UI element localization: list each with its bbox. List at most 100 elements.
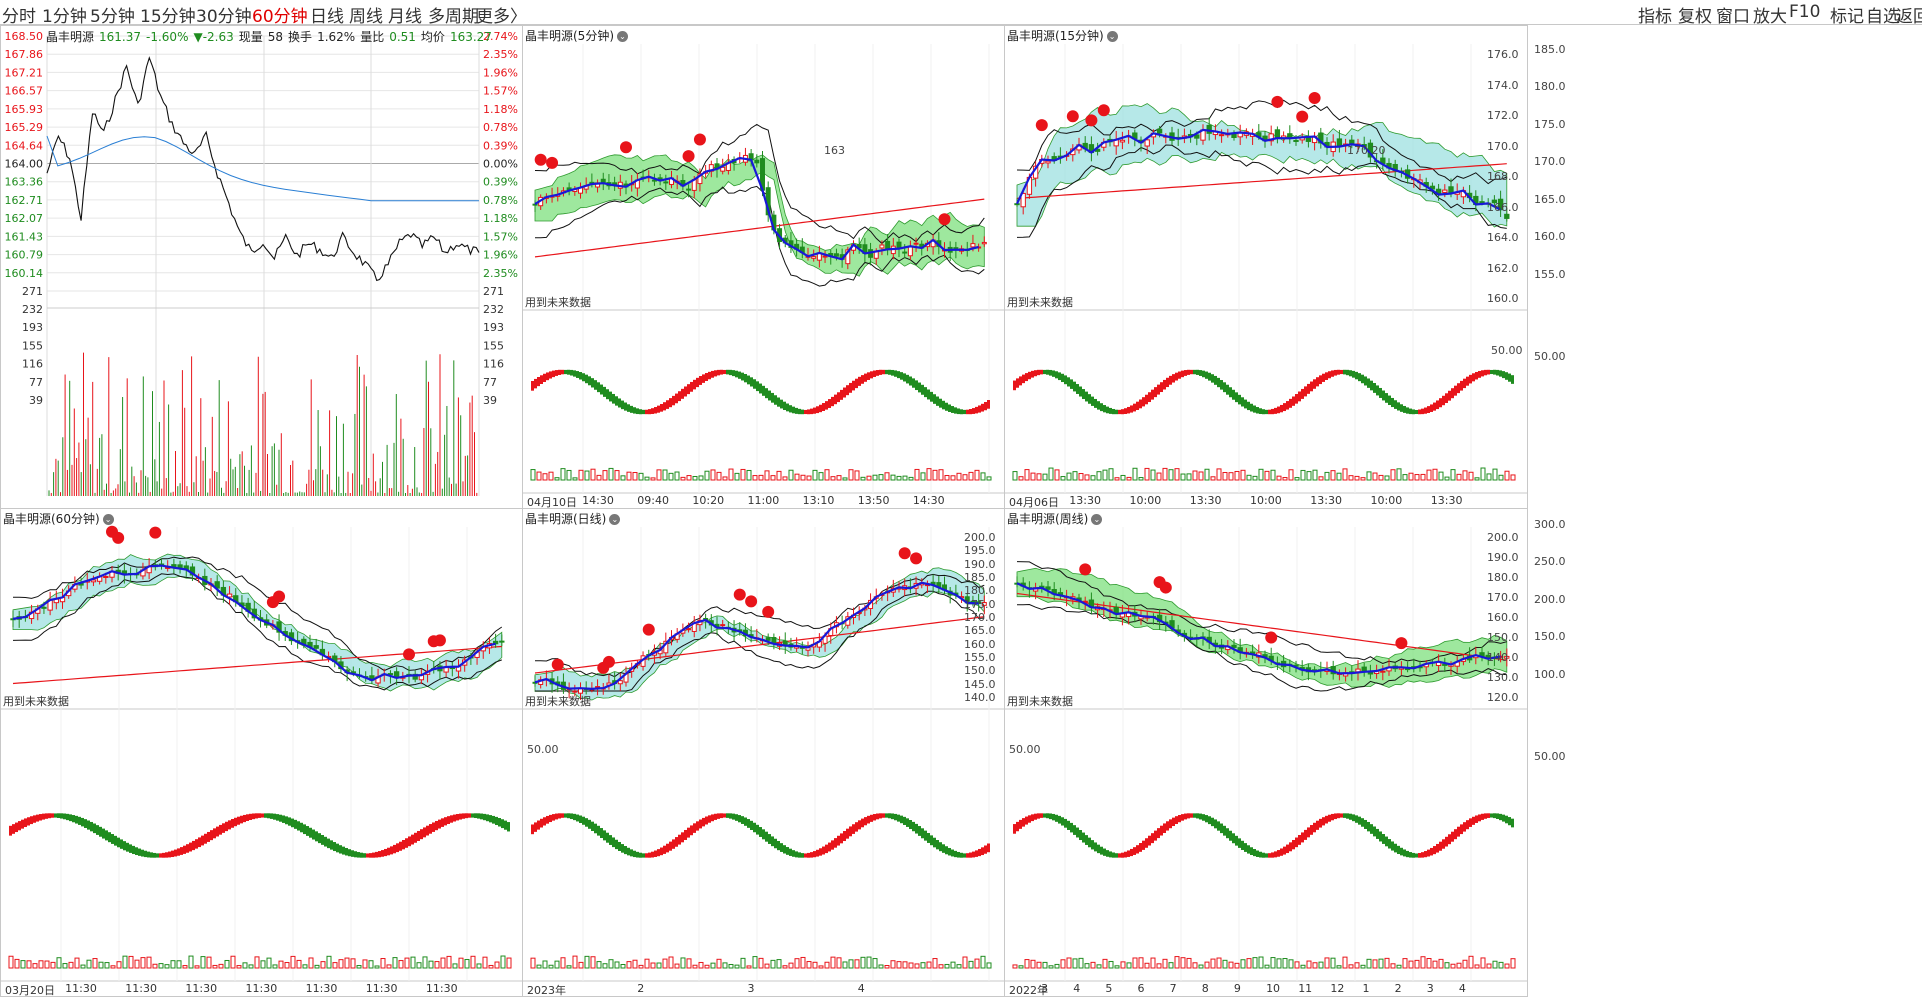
weekly-chart-panel[interactable]: 晶丰明源(周线) ⌄ 用到未来数据 50.00 200.0 190.0 180.0 170.0… xyxy=(1004,508,1528,997)
indicator-ribbon xyxy=(783,845,786,854)
indicator-bar xyxy=(1024,469,1030,481)
x-axis-label: 04月10日 xyxy=(527,496,577,509)
y-tick-label: 165.0 xyxy=(964,624,996,638)
indicator-ribbon xyxy=(957,851,960,858)
more-arrow-icon[interactable]: 〉 xyxy=(510,7,527,27)
indicator-ribbon xyxy=(783,401,786,411)
x-axis-label: 13:30 xyxy=(1069,494,1101,507)
candle-body xyxy=(617,680,623,685)
signal-badge xyxy=(597,661,610,674)
zigzag-line xyxy=(534,581,979,691)
indicator-ribbon xyxy=(1202,814,1205,821)
period-tab-5[interactable]: 60分钟 xyxy=(252,7,308,27)
indicator-bar xyxy=(218,963,224,969)
y-tick-label: 170.0 xyxy=(1487,591,1519,604)
x-axis-label: 3 xyxy=(747,982,755,995)
chevron-down-icon[interactable]: ⌄ xyxy=(609,514,621,525)
toolbar-btn-2[interactable]: 窗口 xyxy=(1716,7,1750,27)
toolbar-btn-4[interactable]: F10 xyxy=(1789,2,1821,22)
toolbar-btn-6[interactable]: 自选 xyxy=(1866,7,1900,27)
info-volume_label: 现量 xyxy=(238,30,263,44)
indicator-ribbon xyxy=(951,406,954,413)
60min-chart-panel[interactable]: 晶丰明源(60分钟) ⌄ 用到未来数据 03月20日 11:30 11:30 11:30 11… xyxy=(0,508,523,997)
indicator-bar xyxy=(944,475,950,481)
indicator-ribbon xyxy=(198,837,201,848)
indicator-bar xyxy=(950,475,956,481)
volume-tick-label: 193 xyxy=(22,321,43,334)
period-tab-4[interactable]: 30分钟 xyxy=(196,7,252,27)
indicator-ribbon xyxy=(630,405,633,413)
period-tab-1[interactable]: 1分钟 xyxy=(42,7,87,27)
indicator-ribbon xyxy=(1334,369,1337,376)
indicator-ribbon xyxy=(1457,383,1460,394)
indicator-ribbon xyxy=(768,834,771,844)
indicator-ribbon xyxy=(597,382,600,393)
5min-chart-panel[interactable]: 晶丰明源(5分钟) ⌄ 用到未来数据 163 04月10日 14:30 09:40 10:20… xyxy=(522,25,1005,509)
period-tab-3[interactable]: 15分钟 xyxy=(140,7,196,27)
indicator-bar xyxy=(332,962,338,969)
indicator-bar xyxy=(1432,468,1438,481)
toolbar-btn-7[interactable]: 返回 xyxy=(1896,7,1922,27)
indicator-bar xyxy=(1078,473,1084,481)
right-tick-label: 1.96% xyxy=(483,249,518,262)
period-tab-6[interactable]: 日线 xyxy=(310,7,344,27)
indicator-ribbon xyxy=(1217,821,1220,831)
chevron-down-icon[interactable]: ⌄ xyxy=(617,31,628,42)
indicator-ribbon xyxy=(624,402,627,411)
period-tab-2[interactable]: 5分钟 xyxy=(90,7,135,27)
indicator-bar xyxy=(1072,471,1078,481)
period-tab-0[interactable]: 分时 xyxy=(2,7,36,27)
right-scale-label: 180.0 xyxy=(1534,80,1566,93)
intraday-panel[interactable]: 168.50 2.74% 167.86 2.35% 167.21 1.96% 166.57 1… xyxy=(0,25,523,509)
cloud-band xyxy=(1016,103,1508,228)
indicator-ribbon xyxy=(567,369,570,375)
chevron-down-icon[interactable]: ⌄ xyxy=(1106,31,1118,42)
indicator-ribbon xyxy=(273,813,276,820)
candle-body xyxy=(103,576,109,579)
indicator-ribbon xyxy=(648,409,651,415)
indicator-bar xyxy=(356,965,362,969)
indicator-ribbon xyxy=(486,814,489,822)
indicator-ribbon xyxy=(1292,396,1295,406)
indicator-bar xyxy=(1408,472,1414,481)
chevron-down-icon[interactable]: ⌄ xyxy=(102,514,114,525)
indicator-ribbon xyxy=(894,370,897,377)
indicator-ribbon xyxy=(135,847,138,856)
long-ma-line xyxy=(1016,592,1507,661)
indicator-ribbon xyxy=(1193,369,1196,375)
indicator-ribbon xyxy=(1244,843,1247,852)
15min-chart-panel[interactable]: 晶丰明源(15分钟) ⌄ 用到未来数据 50.00 176.0 174.0 172.0 170… xyxy=(1004,25,1528,509)
toolbar-btn-5[interactable]: 标记 xyxy=(1830,7,1864,27)
indicator-ribbon xyxy=(747,375,750,385)
indicator-ribbon xyxy=(1454,385,1457,396)
indicator-bar xyxy=(608,959,614,969)
indicator-bar xyxy=(1336,965,1342,969)
indicator-ribbon xyxy=(1217,377,1220,388)
indicator-ribbon xyxy=(1145,838,1148,848)
right-scale-label: 155.0 xyxy=(1534,268,1566,281)
period-tab-9[interactable]: 多周期 xyxy=(428,7,479,27)
indicator-ribbon xyxy=(882,369,885,375)
indicator-bar xyxy=(1444,476,1450,481)
indicator-ribbon xyxy=(729,369,732,376)
indicator-bar xyxy=(1390,963,1396,969)
candle-body xyxy=(970,243,976,248)
period-tab-10[interactable]: 更多 xyxy=(476,7,510,27)
indicator-ribbon xyxy=(570,369,573,376)
period-tab-8[interactable]: 月线 xyxy=(388,7,422,27)
toolbar-btn-3[interactable]: 放大 xyxy=(1753,7,1787,27)
indicator-ribbon xyxy=(357,852,360,858)
indicator-ribbon xyxy=(555,370,558,376)
indicator-ribbon xyxy=(573,370,576,377)
indicator-bar xyxy=(656,962,662,969)
period-tab-7[interactable]: 周线 xyxy=(349,7,383,27)
chevron-down-icon[interactable]: ⌄ xyxy=(1091,514,1103,525)
indicator-bar xyxy=(146,956,152,969)
indicator-bar xyxy=(338,959,344,969)
toolbar-btn-0[interactable]: 指标 xyxy=(1638,7,1672,27)
toolbar-btn-1[interactable]: 复权 xyxy=(1678,7,1712,27)
daily-chart-panel[interactable]: 晶丰明源(日线) ⌄ 用到未来数据 50.00 200.0 195.0 190.0 185.0… xyxy=(522,508,1005,997)
indicator-bar xyxy=(548,964,554,969)
indicator-ribbon xyxy=(1346,369,1349,376)
indicator-bar xyxy=(194,965,200,969)
